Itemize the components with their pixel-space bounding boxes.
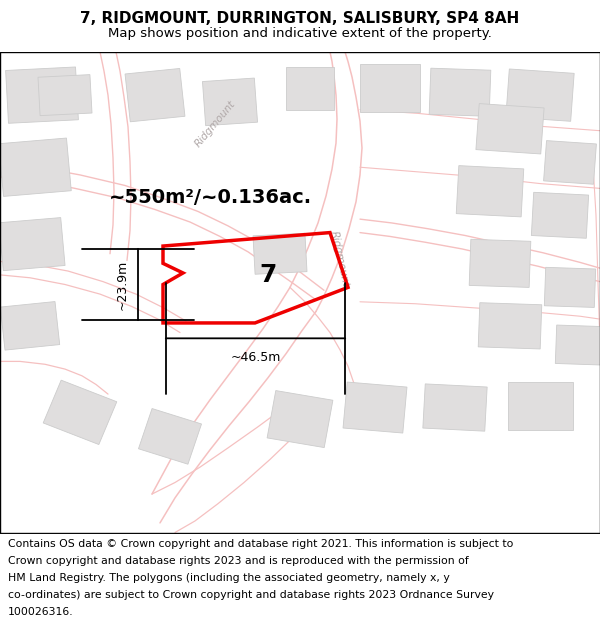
Text: HM Land Registry. The polygons (including the associated geometry, namely x, y: HM Land Registry. The polygons (includin… xyxy=(8,573,449,583)
Polygon shape xyxy=(506,69,574,121)
Polygon shape xyxy=(343,382,407,433)
Text: Ridgmount: Ridgmount xyxy=(329,229,351,288)
Polygon shape xyxy=(429,68,491,116)
Polygon shape xyxy=(456,166,524,217)
Text: ~550m²/~0.136ac.: ~550m²/~0.136ac. xyxy=(109,189,311,208)
Text: Map shows position and indicative extent of the property.: Map shows position and indicative extent… xyxy=(108,28,492,41)
Text: ~23.9m: ~23.9m xyxy=(116,259,129,309)
Text: Contains OS data © Crown copyright and database right 2021. This information is : Contains OS data © Crown copyright and d… xyxy=(8,539,513,549)
Polygon shape xyxy=(253,233,307,274)
Polygon shape xyxy=(423,384,487,431)
Text: Crown copyright and database rights 2023 and is reproduced with the permission o: Crown copyright and database rights 2023… xyxy=(8,556,469,566)
Polygon shape xyxy=(202,78,257,126)
Polygon shape xyxy=(125,69,185,122)
Polygon shape xyxy=(286,68,334,109)
Polygon shape xyxy=(508,382,572,429)
Polygon shape xyxy=(476,104,544,154)
Text: 7: 7 xyxy=(259,263,277,287)
Polygon shape xyxy=(0,301,60,350)
Polygon shape xyxy=(43,380,117,444)
Text: 100026316.: 100026316. xyxy=(8,608,73,618)
Polygon shape xyxy=(139,409,202,464)
Polygon shape xyxy=(544,141,596,184)
Text: ~46.5m: ~46.5m xyxy=(230,351,281,364)
Polygon shape xyxy=(0,138,71,196)
Polygon shape xyxy=(5,67,79,123)
Text: co-ordinates) are subject to Crown copyright and database rights 2023 Ordnance S: co-ordinates) are subject to Crown copyr… xyxy=(8,590,494,600)
Polygon shape xyxy=(267,391,333,448)
Text: 7, RIDGMOUNT, DURRINGTON, SALISBURY, SP4 8AH: 7, RIDGMOUNT, DURRINGTON, SALISBURY, SP4… xyxy=(80,11,520,26)
Polygon shape xyxy=(469,239,531,288)
Polygon shape xyxy=(38,74,92,116)
Polygon shape xyxy=(544,268,596,308)
Polygon shape xyxy=(478,302,542,349)
Polygon shape xyxy=(0,217,65,271)
Polygon shape xyxy=(532,192,589,238)
Text: Ridgmount: Ridgmount xyxy=(193,99,237,149)
Polygon shape xyxy=(360,64,420,112)
Polygon shape xyxy=(556,325,600,365)
